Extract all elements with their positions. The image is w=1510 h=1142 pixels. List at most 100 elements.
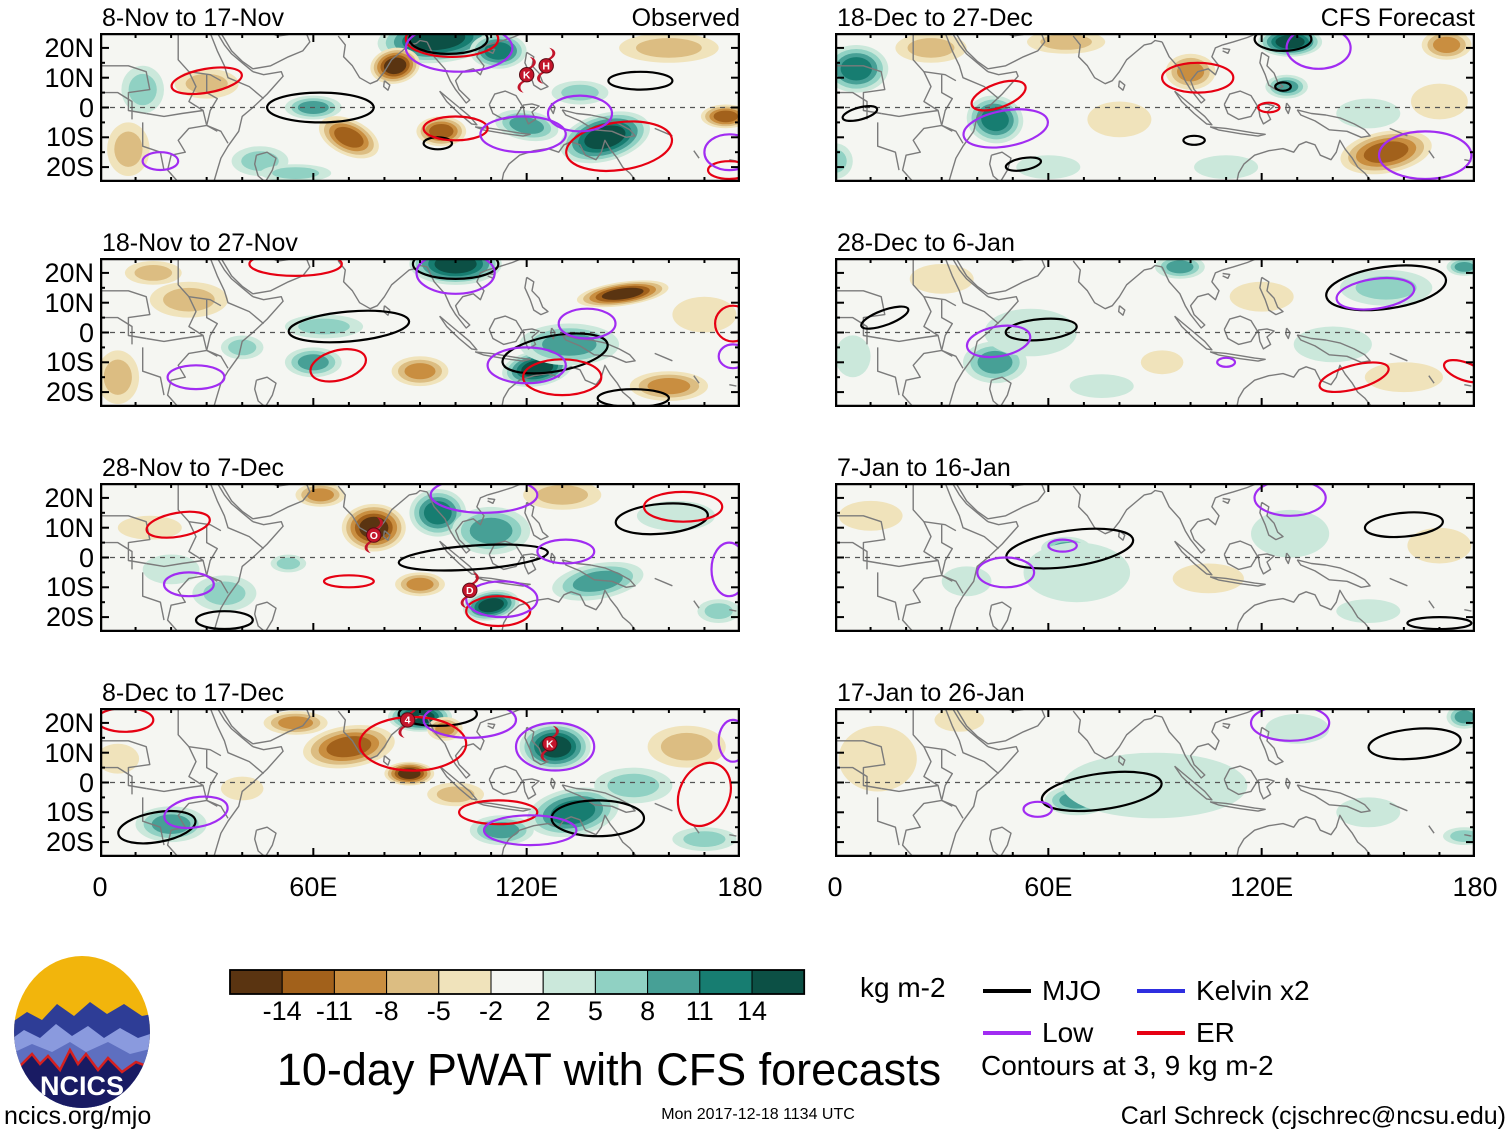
anomaly-fill (434, 258, 477, 274)
coastline (941, 124, 964, 144)
anomaly-fill (1336, 599, 1401, 623)
anomaly-fill (278, 716, 314, 730)
coastline (881, 334, 943, 407)
anomaly-fill (163, 287, 215, 312)
coastline (206, 349, 229, 369)
figure-title: 10-day PWAT with CFS forecasts (276, 1044, 942, 1095)
coastline (1072, 485, 1163, 535)
coastline (941, 349, 964, 369)
wave-contour-mjo (287, 309, 411, 344)
wave-contour-low (422, 708, 518, 739)
anomaly-fill (838, 725, 917, 792)
coastline (654, 577, 673, 587)
coastline (100, 766, 133, 795)
coastline (835, 515, 886, 565)
panel-title: 18-Nov to 27-Nov (102, 229, 298, 257)
anomaly-fill (683, 831, 726, 847)
coastline (146, 334, 208, 407)
coastline (877, 797, 900, 846)
anomaly-fill (298, 318, 350, 335)
coastline (944, 258, 1000, 325)
wave-contour-low (162, 571, 215, 598)
coastline (923, 521, 939, 562)
coastline (1222, 272, 1231, 279)
coastline (1209, 126, 1266, 137)
coastline (488, 540, 524, 571)
coastline (524, 276, 549, 316)
colorbar-tick-label: 2 (536, 996, 551, 1026)
storm-label: H (542, 61, 550, 73)
anomaly-fill (1411, 83, 1468, 120)
map-panel: 28-Dec to 6-Jan (835, 229, 1475, 407)
wave-contour-er (642, 490, 724, 523)
coastline (1118, 755, 1126, 766)
wave-contour-er (145, 510, 211, 539)
coastline (100, 316, 133, 345)
coastline (1296, 109, 1371, 139)
coastline (426, 491, 488, 554)
wave-contour-low (404, 33, 514, 73)
coastline (1174, 540, 1213, 576)
colorbar-segment (542, 969, 596, 995)
y-axis-tick-label: 20S (45, 827, 94, 858)
anomaly-fill (100, 743, 140, 774)
coastline (501, 814, 638, 857)
wave-contour-low (546, 94, 614, 133)
coastline (488, 765, 524, 796)
anomaly-fill (1363, 141, 1409, 163)
y-axis-tick-label: 10N (44, 737, 94, 768)
coastline (1174, 90, 1213, 126)
y-axis-tick-label: 20N (44, 707, 94, 738)
coastline (988, 151, 1012, 182)
coastline (206, 124, 229, 144)
coastline (877, 122, 900, 171)
coastline (142, 122, 165, 171)
x-axis-tick-label: 120E (495, 872, 559, 902)
coastline (1428, 825, 1435, 834)
wave-contour-low (429, 483, 539, 514)
coastline (253, 826, 277, 857)
coastline (524, 501, 549, 541)
coastline (383, 305, 391, 316)
coastline (337, 35, 428, 85)
colorbar-segment (386, 969, 440, 995)
anomaly-fill (383, 57, 407, 75)
legend-line-swatch (1137, 989, 1185, 993)
coastline (561, 109, 636, 139)
wave-contour-mjo (117, 809, 197, 845)
legend-line-swatch (1137, 1031, 1185, 1035)
coastline (923, 71, 939, 112)
legend-item-kelvinx2: Kelvin x2 (1137, 974, 1310, 1008)
wave-contour-low (962, 108, 1049, 149)
anomaly-fill (1336, 797, 1401, 828)
coastline (100, 65, 151, 115)
wave-contour-low (1377, 130, 1473, 181)
coastline (1161, 491, 1223, 554)
anomaly-fill (1069, 374, 1134, 398)
wave-contour-mjo (1004, 317, 1078, 342)
anomaly-fill (1229, 281, 1294, 312)
legend-item-low: Low (983, 1016, 1093, 1050)
coastline (188, 296, 204, 337)
coastline (142, 797, 165, 846)
colorbar-segment (490, 969, 544, 995)
wave-contour-low (1249, 708, 1331, 742)
colorbar-segment (594, 969, 649, 995)
coastline (213, 71, 284, 182)
anomaly-fill (907, 38, 955, 58)
wave-contour-mjo (1363, 511, 1444, 539)
coastline (220, 33, 311, 70)
anomaly-fill (536, 485, 588, 505)
anomaly-fill (1275, 35, 1305, 49)
coastline (1174, 765, 1213, 801)
anomaly-fill (478, 598, 504, 613)
y-axis-tick-label: 20N (44, 482, 94, 513)
coastline (188, 746, 204, 787)
wave-contour-low (166, 364, 226, 391)
footer-timestamp: Mon 2017-12-18 1134 UTC (661, 1106, 855, 1123)
map-panel: 18-Nov to 27-Nov (100, 229, 740, 407)
coastline (835, 766, 868, 795)
colorbar-tick-label: -5 (427, 996, 451, 1026)
wave-contour-low (557, 307, 617, 340)
wave-contour-er (1318, 361, 1390, 394)
